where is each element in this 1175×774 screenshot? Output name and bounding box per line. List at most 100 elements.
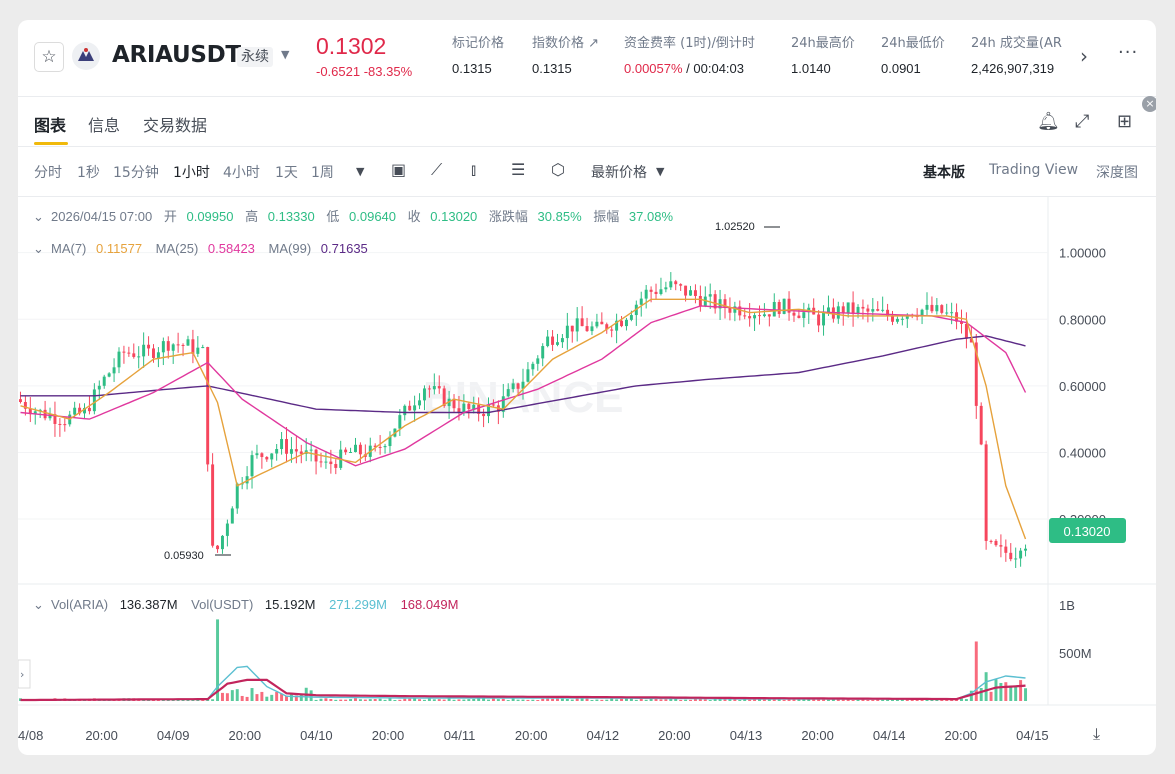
y-tick-label: 1.00000	[1059, 246, 1106, 261]
stats-next-icon[interactable]: ›	[1080, 44, 1088, 68]
volume-bar	[235, 689, 239, 701]
volume-bar	[255, 694, 259, 701]
candle-body	[560, 338, 564, 343]
ma25-label: MA(25)	[156, 241, 199, 256]
divider	[18, 96, 1156, 97]
volume-bar	[363, 699, 367, 701]
scroll-left-icon[interactable]: ›	[20, 668, 24, 681]
interval-1h[interactable]: 1小时	[173, 165, 210, 181]
stat-funding-rate: 资金费率 (1时)/倒计时 0.00057% / 00:04:03	[624, 32, 755, 76]
vol-aria-value: 136.387M	[120, 597, 178, 612]
volume-bar	[240, 695, 244, 701]
view-depth[interactable]: 深度图	[1096, 165, 1138, 181]
candle-body	[984, 444, 988, 541]
collapse-icon[interactable]: ⌄	[33, 210, 44, 225]
candle-body	[255, 453, 259, 456]
candle-body	[334, 464, 338, 468]
interval-1s[interactable]: 1秒	[77, 165, 100, 181]
stat-index-price[interactable]: 指数价格 ↗ 0.1315	[532, 32, 599, 76]
stat-value: 0.1315	[452, 61, 492, 76]
candle-body	[201, 347, 205, 349]
volume-bar	[285, 695, 288, 701]
kline-chart[interactable]: BINANCE 1.000000.800000.600000.400000.20…	[18, 20, 1156, 755]
interval-1w[interactable]: 1周	[311, 165, 334, 181]
vol-tick-label: 500M	[1059, 646, 1092, 661]
candle-body	[782, 298, 786, 314]
interval-time-sharing[interactable]: 分时	[34, 165, 62, 181]
candle-body	[905, 314, 909, 319]
volume-bar	[782, 699, 786, 701]
volume-bar	[1009, 685, 1013, 701]
candle-body	[856, 306, 860, 314]
last-price: 0.1302	[316, 33, 387, 59]
scroll-left-handle[interactable]	[18, 659, 31, 689]
interval-1d[interactable]: 1天	[275, 165, 298, 181]
indicator-icon[interactable]: ⟋	[431, 160, 443, 179]
funding-countdown: / 00:04:03	[682, 61, 745, 76]
volume-bar	[940, 699, 944, 701]
candle-body	[753, 315, 757, 319]
candle-type-icon[interactable]: ⫾	[471, 160, 477, 179]
candle-body	[206, 347, 210, 465]
candle-body	[270, 453, 274, 460]
settings-list-icon[interactable]: ☰	[511, 160, 526, 179]
price-type-select[interactable]: 最新价格	[591, 165, 647, 181]
candle-body	[196, 347, 200, 354]
stat-24h-high: 24h最高价 1.0140	[791, 32, 855, 76]
interval-15m[interactable]: 15分钟	[113, 165, 159, 181]
interval-4h[interactable]: 4小时	[223, 165, 260, 181]
volume-bar	[349, 699, 353, 701]
candle-body	[477, 404, 481, 414]
stat-label: 24h最高价	[791, 36, 855, 51]
collapse-icon[interactable]: ⌄	[33, 242, 44, 257]
candle-body	[48, 414, 52, 419]
ma99-value: 0.71635	[321, 241, 368, 256]
more-options-icon[interactable]: ···	[1118, 42, 1139, 63]
reset-scale-icon[interactable]: ⤓	[1093, 724, 1100, 743]
bell-icon[interactable]: 🔔︎	[1037, 111, 1060, 132]
tab-info[interactable]: 信息	[88, 116, 121, 135]
candle-body	[388, 436, 392, 447]
volume-bar	[728, 699, 732, 701]
calendar-icon[interactable]: ▣	[391, 160, 407, 179]
hexagon-settings-icon[interactable]: ⬡	[551, 160, 565, 179]
volume-bar	[644, 699, 648, 701]
symbol-name[interactable]: ARIAUSDT	[112, 42, 241, 68]
candle-body	[639, 298, 643, 305]
symbol-dropdown-icon[interactable]: ▼	[281, 48, 290, 61]
more-intervals-icon[interactable]: ▼	[356, 165, 365, 178]
candle-body	[629, 315, 633, 320]
candle-body	[516, 383, 520, 389]
volume-bar	[176, 699, 180, 701]
candle-body	[585, 326, 589, 332]
candle-body	[349, 451, 353, 453]
tab-trading-data[interactable]: 交易数据	[143, 116, 208, 135]
candle-body	[491, 404, 495, 406]
divider	[18, 196, 1156, 197]
volume-bar	[693, 698, 697, 701]
x-tick-label: 20:00	[658, 728, 691, 743]
volume-bar	[294, 695, 298, 701]
current-price-tag	[1049, 518, 1126, 543]
view-basic[interactable]: 基本版	[923, 165, 965, 181]
volume-bar	[432, 699, 436, 701]
volume-bar	[570, 699, 574, 701]
candle-body	[969, 338, 973, 343]
view-tradingview[interactable]: Trading View	[989, 162, 1079, 178]
candle-body	[802, 312, 806, 319]
candle-body	[289, 449, 293, 454]
price-type-dropdown-icon[interactable]: ▼	[656, 165, 665, 178]
collapse-icon[interactable]: ⌄	[33, 598, 44, 613]
favorite-star-icon[interactable]: ☆	[34, 42, 64, 72]
candle-body	[127, 352, 131, 354]
layout-grid-icon[interactable]: ⊞	[1117, 111, 1133, 132]
close-icon[interactable]: ×	[1142, 96, 1156, 112]
x-tick-label: 04/10	[300, 728, 333, 743]
candle-body	[166, 341, 170, 351]
expand-icon[interactable]: ⤢	[1075, 111, 1090, 132]
ohlc-low-label: 低	[326, 209, 339, 224]
candle-body	[556, 342, 559, 345]
candle-body	[979, 405, 983, 445]
tab-chart[interactable]: 图表	[34, 116, 67, 135]
stat-24h-low: 24h最低价 0.0901	[881, 32, 945, 76]
